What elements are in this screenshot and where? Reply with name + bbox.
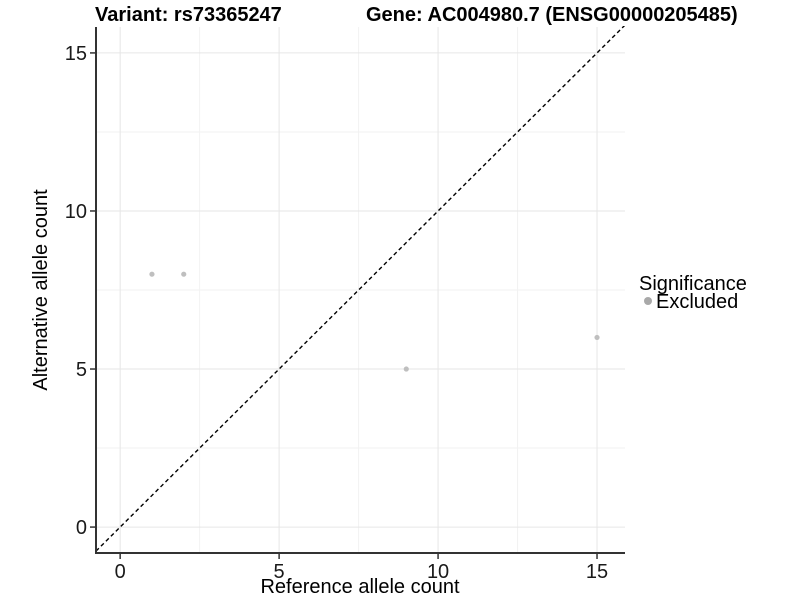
x-axis-label: Reference allele count xyxy=(260,576,459,598)
y-tick-label: 15 xyxy=(65,43,87,65)
identity-line-layer xyxy=(95,26,626,552)
data-point xyxy=(594,334,600,341)
legend-title: Significance xyxy=(639,273,747,295)
x-tick-label: 10 xyxy=(427,561,449,583)
identity-line xyxy=(95,26,626,552)
axes xyxy=(90,27,625,559)
legend: Significance Excluded xyxy=(639,273,747,313)
x-tick-label: 15 xyxy=(586,561,608,583)
gridlines xyxy=(96,27,625,553)
y-axis-label: Alternative allele count xyxy=(30,189,52,391)
plot-title-variant: Variant: rs73365247 xyxy=(95,4,282,26)
y-tick-label: 0 xyxy=(76,517,87,539)
data-point xyxy=(403,366,409,372)
data-point xyxy=(149,271,155,277)
data-point xyxy=(181,271,187,277)
plot-title-gene: Gene: AC004980.7 (ENSG00000205485) xyxy=(366,4,738,26)
x-tick-label: 0 xyxy=(115,561,126,583)
y-tick-label: 5 xyxy=(76,359,87,381)
x-tick-label: 5 xyxy=(274,561,285,583)
data-points xyxy=(149,271,600,372)
legend-entry-excluded: Excluded xyxy=(656,291,738,313)
legend-key-dot xyxy=(644,297,652,305)
y-tick-label: 10 xyxy=(65,201,87,223)
tick-labels: 0 5 10 15 0 5 10 15 xyxy=(65,43,608,583)
